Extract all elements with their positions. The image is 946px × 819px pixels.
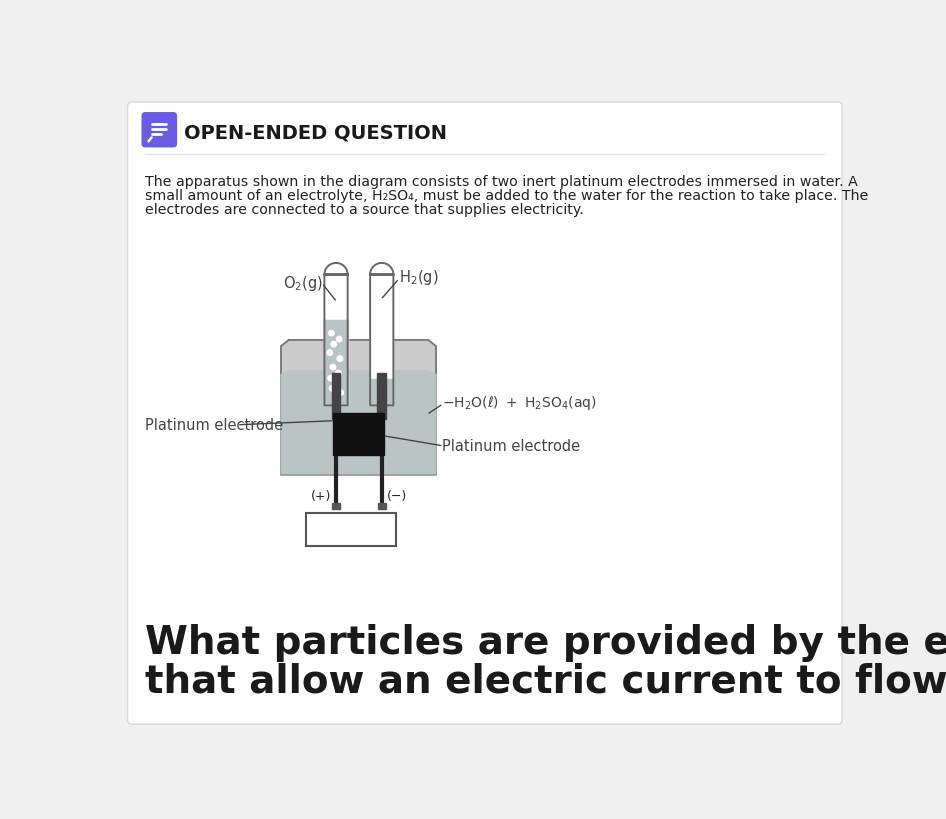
Polygon shape <box>370 380 394 406</box>
Polygon shape <box>324 321 347 406</box>
Polygon shape <box>370 275 394 406</box>
Bar <box>332 504 340 509</box>
Circle shape <box>336 371 342 377</box>
Polygon shape <box>281 341 436 475</box>
Bar <box>377 373 386 420</box>
Text: small amount of an electrolyte, H₂SO₄, must be added to the water for the reacti: small amount of an electrolyte, H₂SO₄, m… <box>146 189 868 203</box>
Bar <box>332 373 341 420</box>
Circle shape <box>330 364 336 370</box>
Circle shape <box>335 379 341 385</box>
Polygon shape <box>324 264 347 275</box>
Text: (−): (−) <box>386 490 407 503</box>
FancyBboxPatch shape <box>128 103 842 724</box>
Circle shape <box>336 337 342 342</box>
Bar <box>306 514 395 546</box>
Text: $\rm{-H_2O(\ell)\ +\ H_2SO_4(aq)}$: $\rm{-H_2O(\ell)\ +\ H_2SO_4(aq)}$ <box>442 393 597 411</box>
Text: (+): (+) <box>311 490 331 503</box>
Text: Battery: Battery <box>324 523 377 536</box>
Circle shape <box>327 376 334 382</box>
Text: $\rm O_2(g)$: $\rm O_2(g)$ <box>283 274 324 292</box>
Circle shape <box>337 356 342 362</box>
Text: Platinum electrode: Platinum electrode <box>146 418 284 432</box>
Bar <box>377 504 386 509</box>
Circle shape <box>328 331 334 337</box>
Circle shape <box>331 342 337 347</box>
Circle shape <box>327 351 333 356</box>
Text: OPEN-ENDED QUESTION: OPEN-ENDED QUESTION <box>184 124 447 143</box>
Text: that allow an electric current to flow?: that allow an electric current to flow? <box>146 662 946 700</box>
Polygon shape <box>370 264 394 275</box>
Text: The apparatus shown in the diagram consists of two inert platinum electrodes imm: The apparatus shown in the diagram consi… <box>146 175 858 189</box>
Text: What particles are provided by the electrolyte: What particles are provided by the elect… <box>146 622 946 661</box>
Circle shape <box>379 381 384 387</box>
Text: electrodes are connected to a source that supplies electricity.: electrodes are connected to a source tha… <box>146 203 584 217</box>
Polygon shape <box>324 275 347 406</box>
Bar <box>333 414 384 456</box>
FancyBboxPatch shape <box>142 113 177 148</box>
Text: $\rm H_2(g)$: $\rm H_2(g)$ <box>399 268 438 287</box>
Circle shape <box>338 390 343 396</box>
Text: Platinum electrode: Platinum electrode <box>442 438 580 454</box>
Polygon shape <box>281 371 436 474</box>
Circle shape <box>329 386 335 391</box>
